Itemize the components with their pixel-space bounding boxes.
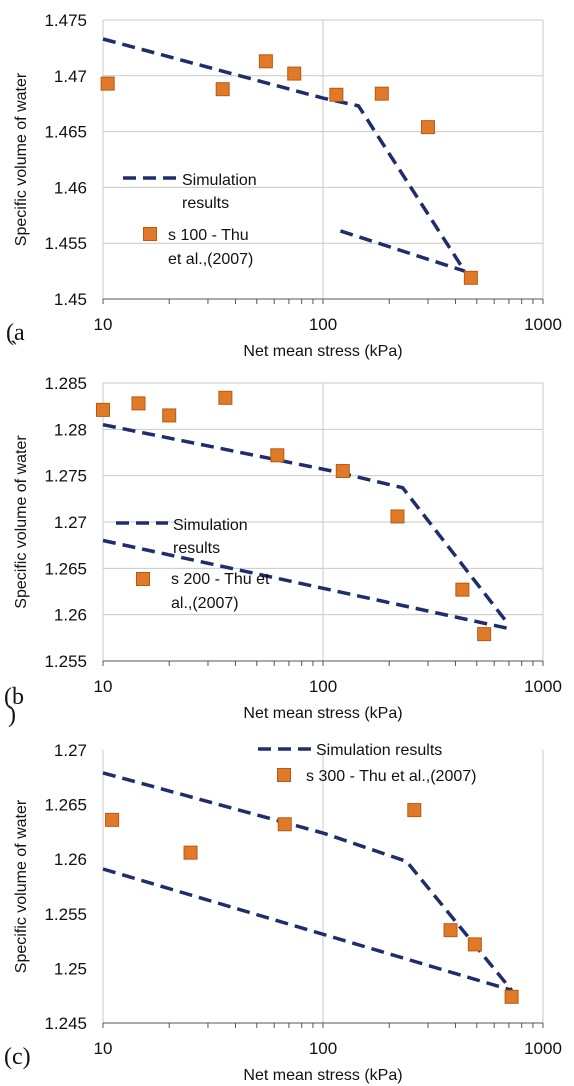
legend-experiment-swatch xyxy=(136,572,150,586)
legend-simulation-label: results xyxy=(173,540,220,557)
x-tick-label: 1000 xyxy=(524,1039,562,1058)
x-axis-label: Net mean stress (kPa) xyxy=(243,343,402,360)
y-axis-label: Specific volume of water xyxy=(13,72,30,246)
legend-experiment-label: s 200 - Thu et xyxy=(171,571,270,588)
experiment-point xyxy=(100,76,115,91)
y-tick-label: 1.47 xyxy=(54,67,87,86)
experiment-point xyxy=(335,464,350,479)
experiment-point xyxy=(183,845,198,860)
y-tick-label: 1.475 xyxy=(44,11,87,30)
experiment-point xyxy=(374,86,389,101)
legend-simulation-label: results xyxy=(182,195,229,212)
panel-label-fragment: ) xyxy=(8,702,16,728)
experiment-point xyxy=(270,448,285,463)
experiment-point xyxy=(218,390,233,405)
y-tick-label: 1.255 xyxy=(44,652,87,671)
y-tick-label: 1.265 xyxy=(44,559,87,578)
y-tick-label: 1.27 xyxy=(54,741,87,760)
y-tick-label: 1.25 xyxy=(54,959,87,978)
experiment-point xyxy=(467,937,482,952)
legend-experiment-swatch xyxy=(277,768,291,782)
experiment-point xyxy=(258,54,273,69)
y-tick-label: 1.255 xyxy=(44,905,87,924)
experiment-point xyxy=(329,87,344,102)
experiment-point xyxy=(443,923,458,938)
y-tick-label: 1.285 xyxy=(44,374,87,393)
experiment-point xyxy=(215,82,230,97)
experiment-point xyxy=(162,408,177,423)
y-axis-label: Specific volume of water xyxy=(13,435,30,609)
legend-experiment-label: s 300 - Thu et al.,(2007) xyxy=(306,768,476,785)
legend-simulation-label: Simulation xyxy=(182,172,257,189)
y-tick-label: 1.245 xyxy=(44,1014,87,1033)
legend-experiment-label: s 100 - Thu xyxy=(168,227,249,244)
y-tick-label: 1.45 xyxy=(54,290,87,309)
simulation-line xyxy=(339,229,466,273)
experiment-point xyxy=(504,989,519,1004)
y-axis-label: Specific volume of water xyxy=(13,799,30,973)
x-tick-label: 100 xyxy=(309,315,337,334)
legend-experiment-label: et al.,(2007) xyxy=(168,251,253,268)
y-tick-label: 1.275 xyxy=(44,467,87,486)
legend-experiment-label: al.,(2007) xyxy=(171,595,239,612)
y-tick-label: 1.265 xyxy=(44,796,87,815)
x-axis-label: Net mean stress (kPa) xyxy=(243,1067,402,1084)
x-tick-label: 1000 xyxy=(524,315,562,334)
legend-experiment-swatch xyxy=(143,227,157,241)
y-tick-label: 1.465 xyxy=(44,123,87,142)
x-tick-label: 10 xyxy=(94,677,113,696)
y-tick-label: 1.27 xyxy=(54,513,87,532)
panel-label: (b xyxy=(4,684,24,710)
y-tick-label: 1.26 xyxy=(54,606,87,625)
x-tick-label: 10 xyxy=(94,315,113,334)
y-tick-label: 1.26 xyxy=(54,850,87,869)
chart-panel-b: 10 100 1000 1.255 1.26 1.265 1.27 1.275 1.28 1.28… xyxy=(4,374,562,728)
x-tick-label: 1000 xyxy=(524,677,562,696)
x-tick-label: 10 xyxy=(94,1039,113,1058)
y-tick-label: 1.28 xyxy=(54,420,87,439)
experiment-point xyxy=(105,812,120,827)
x-tick-label: 100 xyxy=(309,677,337,696)
experiment-point xyxy=(407,803,422,818)
simulation-line xyxy=(102,867,513,992)
panel-label: (c) xyxy=(4,1044,31,1070)
legend-simulation-label: Simulation results xyxy=(316,742,442,759)
y-tick-label: 1.46 xyxy=(54,178,87,197)
experiment-point xyxy=(131,396,146,411)
simulation-line xyxy=(102,422,511,626)
experiment-point xyxy=(287,66,302,81)
simulation-line xyxy=(102,538,510,631)
chart-panel-c: 10 100 1000 1.245 1.25 1.255 1.26 1.265 1.27 Net … xyxy=(4,741,562,1084)
experiment-point xyxy=(455,582,470,597)
panel-label-fragment: ` xyxy=(10,338,18,364)
experiment-point xyxy=(463,270,478,285)
legend-simulation-label: Simulation xyxy=(173,517,248,534)
experiment-point xyxy=(420,120,435,135)
experiment-point xyxy=(96,402,110,417)
x-tick-label: 100 xyxy=(309,1039,337,1058)
experiment-point xyxy=(390,509,405,524)
experiment-point xyxy=(477,627,492,642)
chart-panel-a: 10 100 1000 1.45 1.455 1.46 1.465 1.47 1.475 Net … xyxy=(6,11,562,364)
x-axis-label: Net mean stress (kPa) xyxy=(243,705,402,722)
y-tick-label: 1.455 xyxy=(44,234,87,253)
simulation-line xyxy=(102,37,467,273)
simulation-line xyxy=(102,771,513,992)
experiment-point xyxy=(277,817,292,832)
panel-label: (a xyxy=(6,320,25,346)
